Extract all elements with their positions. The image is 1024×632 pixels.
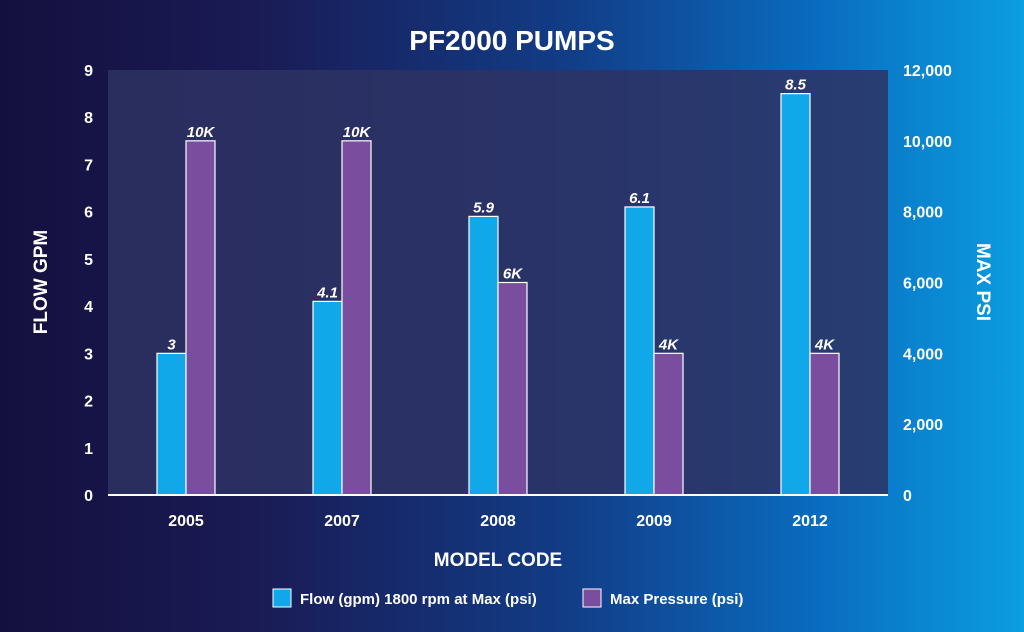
y2-tick-label: 0	[903, 488, 912, 505]
y2-tick-label: 2,000	[903, 417, 943, 434]
bar-flow	[780, 93, 811, 496]
y2-tick-label: 8,000	[903, 205, 943, 222]
x-axis-title: MODEL CODE	[434, 550, 562, 571]
left-axis-ticks: 0 1 2 3 4 5 6 7 8 9	[84, 63, 93, 505]
data-label-flow: 8.5	[785, 77, 807, 94]
bar-pressure	[809, 352, 840, 496]
bar-flow	[468, 215, 499, 496]
y-tick-label: 6	[84, 205, 93, 222]
x-tick-label: 2009	[636, 513, 672, 530]
data-label-flow: 5.9	[473, 199, 495, 216]
right-axis-ticks: 0 2,000 4,000 6,000 8,000 10,000 12,000	[903, 63, 952, 505]
bar-flow	[624, 206, 655, 496]
legend-swatch-pressure	[582, 588, 602, 608]
y2-tick-label: 10,000	[903, 134, 952, 151]
y-tick-label: 2	[84, 394, 93, 411]
bar-pressure	[185, 140, 216, 496]
x-tick-label: 2008	[480, 513, 516, 530]
y2-tick-label: 6,000	[903, 276, 943, 293]
y-tick-label: 3	[84, 346, 93, 363]
bar-pressure	[341, 140, 372, 496]
legend-label-pressure: Max Pressure (psi)	[610, 591, 743, 608]
y-tick-label: 4	[84, 299, 93, 316]
y2-tick-label: 4,000	[903, 346, 943, 363]
y-axis-title: FLOW GPM	[31, 230, 52, 334]
bar-pressure	[653, 352, 684, 496]
y-tick-label: 8	[84, 110, 93, 127]
data-label-pressure: 4K	[814, 336, 835, 353]
y-tick-label: 7	[84, 157, 93, 174]
x-tick-label: 2007	[324, 513, 360, 530]
legend-label-flow: Flow (gpm) 1800 rpm at Max (psi)	[300, 591, 537, 608]
chart-title: PF2000 PUMPS	[409, 25, 614, 56]
y2-tick-label: 12,000	[903, 63, 952, 80]
data-label-pressure: 10K	[187, 124, 216, 141]
legend-swatch-flow	[272, 588, 292, 608]
y-tick-label: 5	[84, 252, 93, 269]
data-label-flow: 3	[167, 336, 176, 353]
bars	[156, 93, 840, 496]
y2-axis-title: MAX PSI	[972, 243, 993, 321]
legend: Flow (gpm) 1800 rpm at Max (psi) Max Pre…	[272, 588, 743, 608]
bar-flow	[156, 352, 187, 496]
data-labels: 3 10K 4.1 10K 5.9 6K 6.1 4K 8.5 4K	[167, 77, 835, 354]
y-tick-label: 9	[84, 63, 93, 80]
bar-pressure	[497, 281, 528, 496]
data-label-pressure: 6K	[503, 266, 523, 283]
category-ticks: 2005 2007 2008 2009 2012	[168, 513, 828, 530]
x-tick-label: 2012	[792, 513, 828, 530]
data-label-pressure: 10K	[343, 124, 372, 141]
bar-flow	[312, 300, 343, 496]
y-tick-label: 1	[84, 441, 93, 458]
data-label-pressure: 4K	[658, 336, 679, 353]
y-tick-label: 0	[84, 488, 93, 505]
data-label-flow: 4.1	[316, 284, 338, 301]
x-tick-label: 2005	[168, 513, 204, 530]
data-label-flow: 6.1	[629, 190, 650, 207]
